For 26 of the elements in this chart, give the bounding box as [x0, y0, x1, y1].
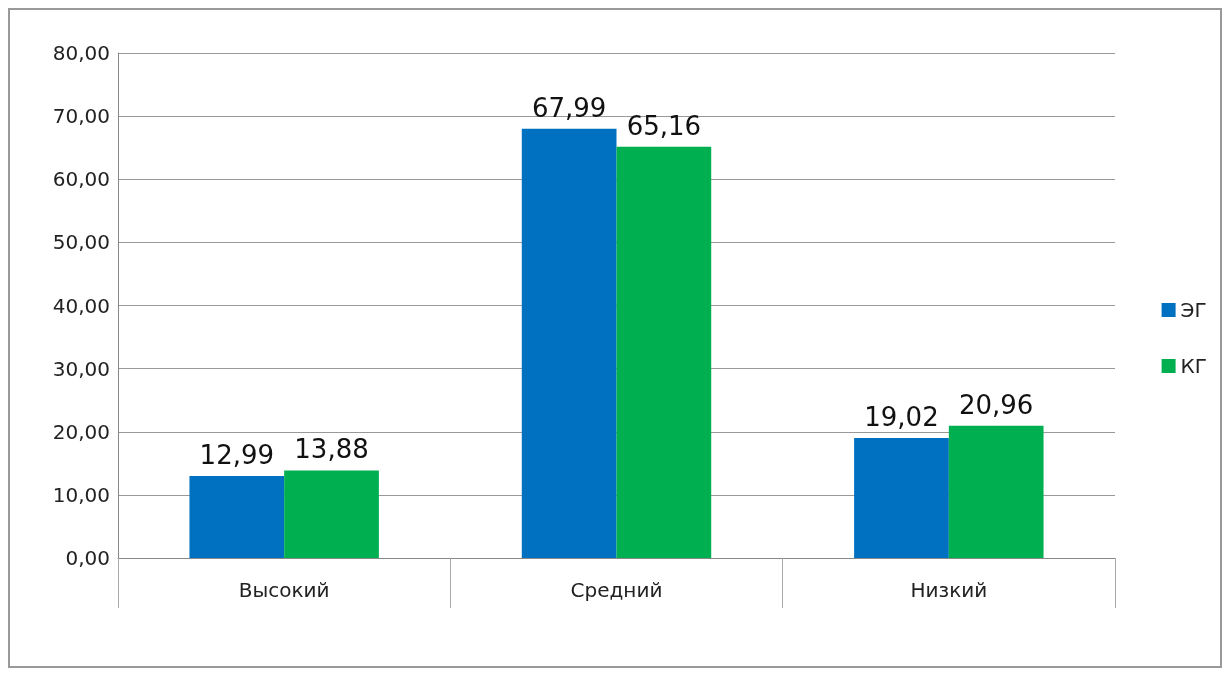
- y-tick-label: 20,00: [52, 419, 110, 444]
- bar: [189, 476, 285, 558]
- bar: [284, 470, 379, 558]
- y-tick-label: 10,00: [52, 482, 110, 507]
- legend-label: КГ: [1180, 354, 1208, 378]
- y-tick-label: 40,00: [52, 293, 110, 318]
- data-label: 20,96: [958, 389, 1034, 420]
- bar: [616, 146, 712, 558]
- x-tick-label: Низкий: [910, 578, 988, 602]
- y-tick-label: 60,00: [52, 167, 110, 192]
- x-tick-label: Высокий: [238, 578, 330, 602]
- x-tick-label: Средний: [570, 578, 663, 602]
- y-tick-label: 50,00: [52, 230, 110, 255]
- data-label: 12,99: [199, 440, 275, 470]
- data-label: 13,88: [294, 434, 369, 465]
- data-label: 19,02: [864, 401, 939, 432]
- bar: [854, 437, 949, 558]
- legend-label: ЭГ: [1180, 298, 1207, 322]
- bar: [948, 425, 1044, 558]
- data-label: 65,16: [626, 110, 702, 141]
- bar: [521, 128, 617, 558]
- y-tick-label: 30,00: [52, 356, 110, 381]
- y-tick-label: 70,00: [52, 104, 110, 129]
- y-tick-label: 80,00: [52, 41, 110, 65]
- y-tick-label: 0,00: [65, 546, 110, 570]
- data-label: 67,99: [531, 92, 607, 123]
